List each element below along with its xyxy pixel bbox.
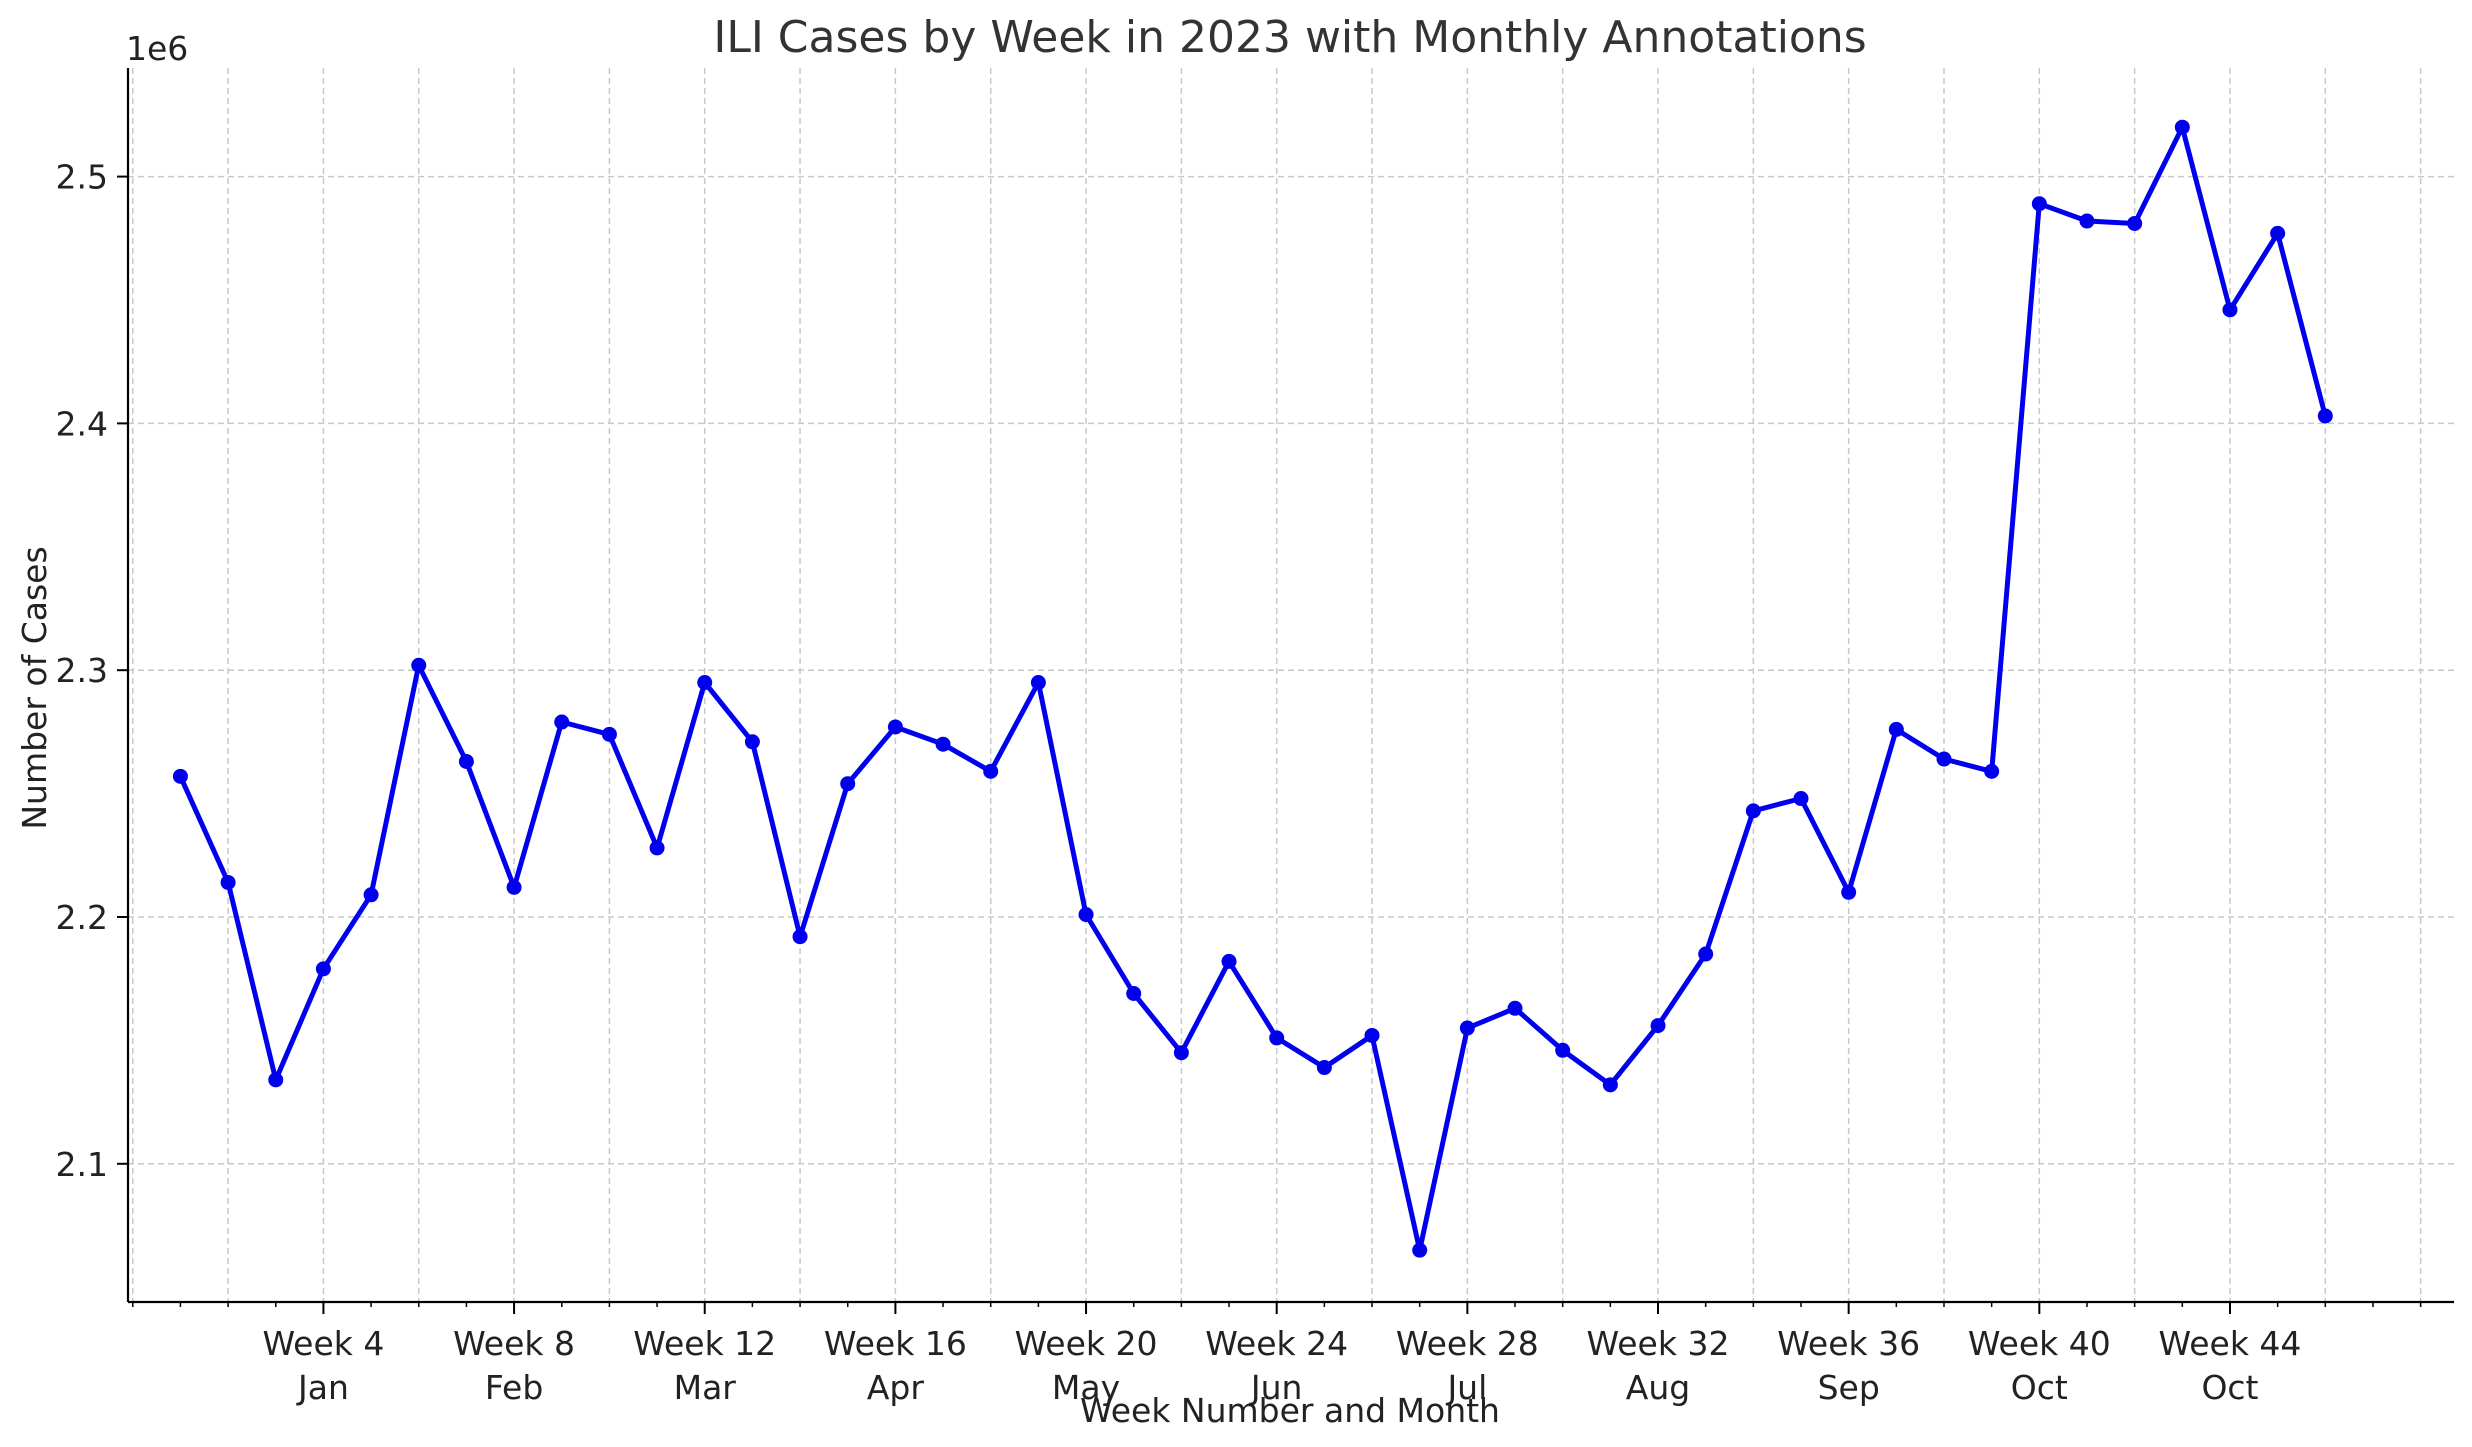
- data-point: [2270, 225, 2286, 241]
- data-point: [840, 776, 856, 792]
- data-point: [792, 929, 808, 945]
- x-tick-label-week: Week 24: [1205, 1324, 1348, 1363]
- data-point: [458, 754, 474, 770]
- x-tick-label-month: Apr: [867, 1368, 925, 1407]
- data-point: [1507, 1000, 1523, 1016]
- data-point: [411, 657, 427, 673]
- data-point: [887, 719, 903, 735]
- tick-labels: Week 4 Jan Week 8 Feb Week 12 Mar Week 16 Apr We…: [56, 158, 2302, 1407]
- y-axis-offset-label: 1e6: [126, 29, 188, 68]
- y-axis-label: Number of Cases: [15, 546, 54, 829]
- data-point: [2222, 302, 2238, 318]
- data-point: [1459, 1020, 1475, 1036]
- x-tick-label-week: Week 36: [1777, 1324, 1920, 1363]
- x-tick-label-week: Week 20: [1015, 1324, 1158, 1363]
- x-tick-label-week: Week 8: [453, 1324, 575, 1363]
- x-tick-label-month: May: [1052, 1368, 1120, 1407]
- data-point: [172, 768, 188, 784]
- x-tick-label-week: Week 40: [1968, 1324, 2111, 1363]
- chart-title: ILI Cases by Week in 2023 with Monthly A…: [713, 12, 1866, 63]
- data-point: [649, 840, 665, 856]
- x-tick-label-week: Week 32: [1587, 1324, 1730, 1363]
- data-point: [268, 1072, 284, 1088]
- data-point: [1984, 763, 2000, 779]
- data-point: [1412, 1242, 1428, 1258]
- data-point: [1698, 946, 1714, 962]
- data-point: [2031, 196, 2047, 212]
- series-line: [178, 124, 2328, 1253]
- data-point: [506, 879, 522, 895]
- y-tick-label: 2.4: [56, 404, 108, 443]
- data-point: [983, 763, 999, 779]
- data-point: [220, 874, 236, 890]
- data-point: [697, 675, 713, 691]
- data-point: [1221, 953, 1237, 969]
- y-tick-label: 2.2: [56, 898, 108, 937]
- data-point: [1316, 1060, 1332, 1076]
- x-tick-label-week: Week 44: [2159, 1324, 2302, 1363]
- x-tick-label-month: Oct: [2201, 1368, 2258, 1407]
- x-tick-label-month: Feb: [485, 1368, 543, 1407]
- data-point: [1555, 1042, 1571, 1058]
- data-point: [1936, 751, 1952, 767]
- x-tick-label-month: Aug: [1626, 1368, 1690, 1407]
- data-point: [1745, 803, 1761, 819]
- data-point: [315, 961, 331, 977]
- data-point: [2079, 213, 2095, 229]
- data-point: [1888, 721, 1904, 737]
- x-tick-label-month: Jan: [296, 1368, 349, 1407]
- y-tick-label: 2.5: [56, 158, 108, 197]
- x-tick-label-week: Week 12: [633, 1324, 776, 1363]
- data-point: [1126, 986, 1142, 1001]
- axes: [117, 68, 2454, 1314]
- x-tick-label-week: Week 16: [824, 1324, 967, 1363]
- data-point: [1030, 675, 1046, 691]
- data-point: [2174, 119, 2190, 135]
- data-point: [2127, 215, 2143, 231]
- data-point: [1364, 1027, 1380, 1043]
- x-tick-label-month: Sep: [1818, 1368, 1880, 1407]
- data-point: [2317, 408, 2333, 424]
- y-tick-label: 2.1: [56, 1145, 108, 1184]
- data-point: [1650, 1018, 1666, 1034]
- data-point: [601, 726, 617, 742]
- data-point: [1841, 884, 1857, 900]
- x-tick-label-week: Week 28: [1396, 1324, 1539, 1363]
- data-point: [1269, 1030, 1285, 1046]
- data-point: [1793, 791, 1809, 807]
- data-point: [1173, 1045, 1189, 1061]
- data-point: [554, 714, 570, 730]
- x-tick-label-month: Oct: [2011, 1368, 2068, 1407]
- data-point: [935, 736, 951, 752]
- x-tick-label-month: Jul: [1445, 1368, 1487, 1407]
- series-layer: [172, 119, 2333, 1258]
- grid: [128, 68, 2454, 1302]
- x-tick-label-week: Week 4: [262, 1324, 384, 1363]
- x-tick-label-month: Jun: [1249, 1368, 1303, 1407]
- y-tick-label: 2.3: [56, 651, 108, 690]
- data-point: [363, 887, 379, 903]
- x-axis-label: Week Number and Month: [1080, 1391, 1500, 1430]
- data-point: [744, 734, 760, 750]
- data-point: [1602, 1077, 1618, 1093]
- x-tick-label-month: Mar: [674, 1368, 737, 1407]
- data-point: [1078, 907, 1094, 923]
